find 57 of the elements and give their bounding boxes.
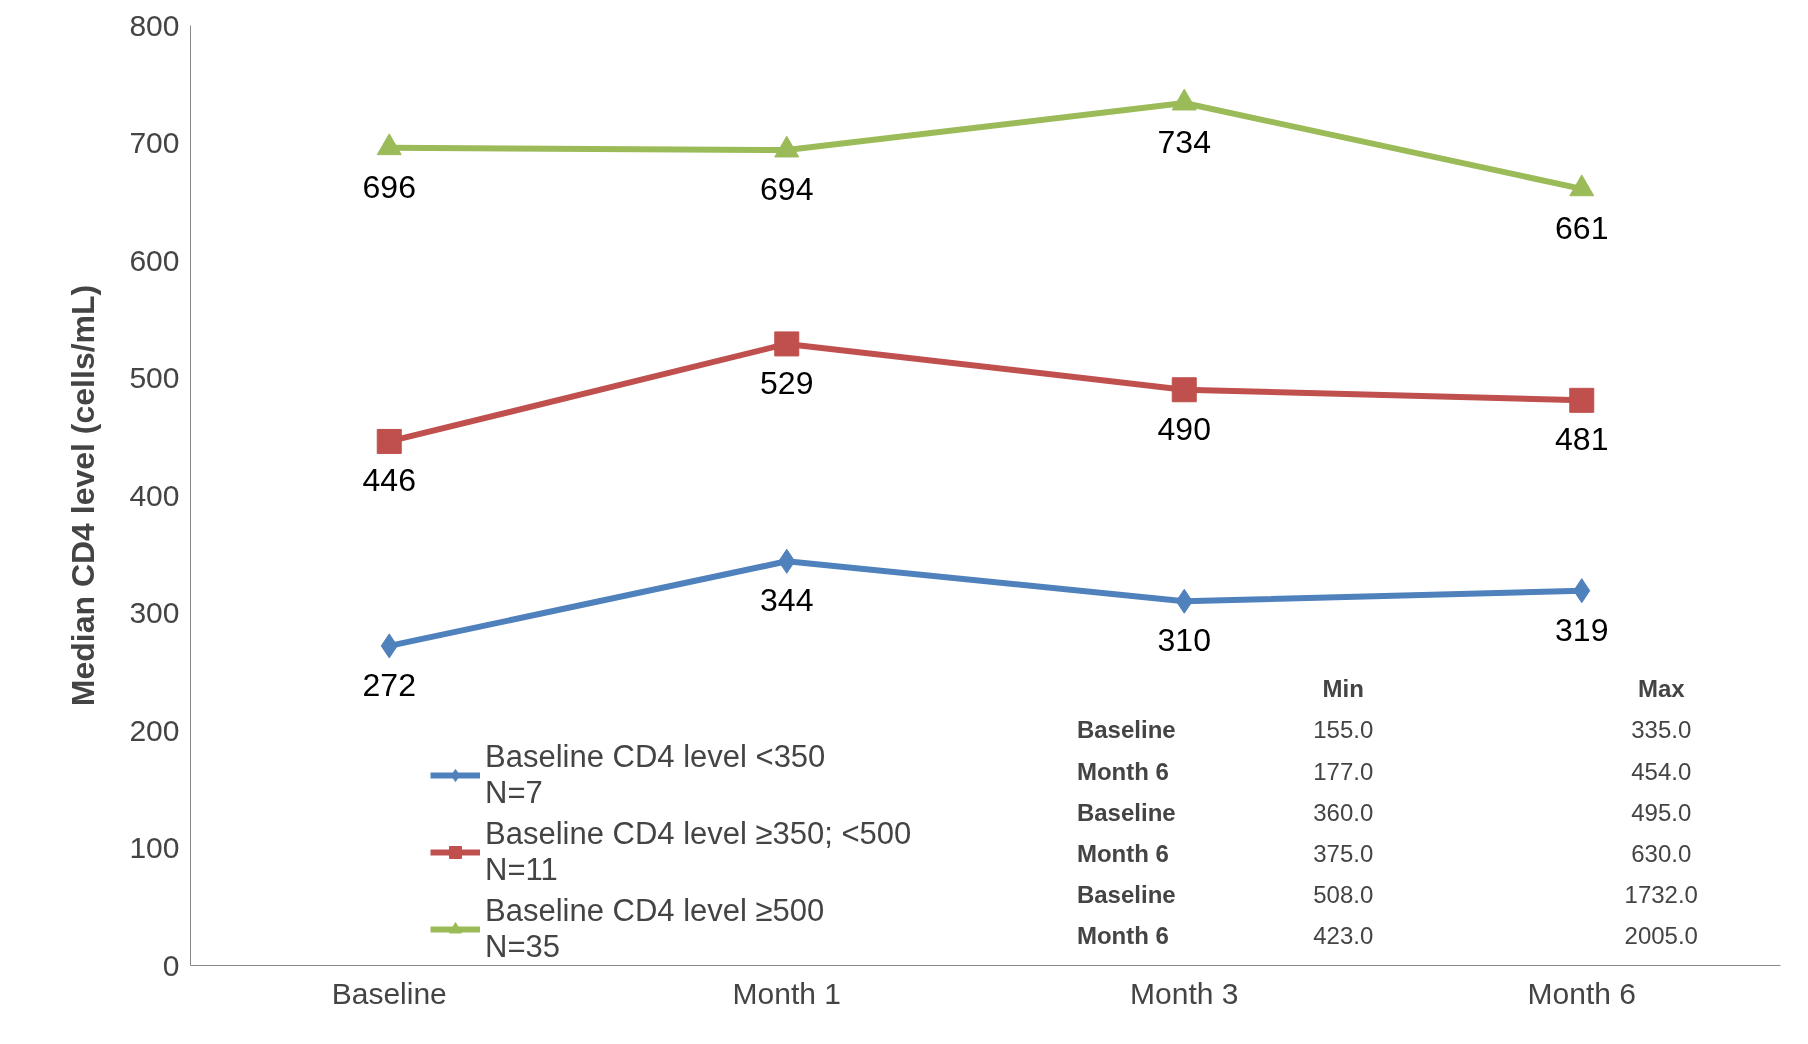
legend-label: Baseline CD4 level ≥500 N=35 (485, 893, 825, 965)
data-label: 446 (362, 462, 416, 499)
point (1569, 387, 1595, 413)
annotation: 508.0 (1313, 880, 1374, 908)
annotation: 495.0 (1631, 798, 1692, 826)
y-tick-label: 100 (129, 831, 180, 864)
point (1171, 377, 1197, 403)
data-label: 661 (1555, 209, 1609, 246)
annotation: Baseline (1076, 716, 1176, 744)
annotation: Month 6 (1076, 922, 1169, 950)
legend-label: Baseline CD4 level ≥350; <500 N=11 (485, 816, 912, 888)
point (376, 133, 402, 156)
annotation: 1732.0 (1624, 880, 1698, 908)
point (376, 428, 402, 454)
point (774, 135, 800, 158)
y-tick-label: 600 (129, 243, 180, 277)
annotation: 423.0 (1313, 922, 1374, 950)
y-tick-label: 300 (129, 596, 180, 629)
legend-label: Baseline CD4 level <350 N=7 (485, 739, 826, 811)
y-tick-label: 200 (129, 713, 180, 747)
point (774, 331, 800, 357)
annotation: 155.0 (1313, 716, 1374, 744)
data-label: 310 (1157, 622, 1211, 659)
annotation: 454.0 (1631, 757, 1692, 785)
y-tick-label: 700 (129, 126, 180, 159)
annotation: Baseline (1076, 880, 1176, 908)
annotation: Baseline (1076, 798, 1176, 826)
point (1569, 174, 1595, 197)
y-tick-label: 400 (129, 478, 180, 512)
data-label: 694 (760, 171, 814, 208)
x-tick-label: Month 3 (1130, 976, 1239, 1010)
x-tick-label: Month 1 (732, 976, 841, 1010)
annotation: 2005.0 (1624, 922, 1698, 950)
x-tick-label: Month 6 (1527, 976, 1636, 1010)
data-label: 490 (1157, 410, 1211, 447)
annotation: Max (1637, 675, 1686, 703)
annotation: Month 6 (1076, 839, 1169, 867)
annotation: 177.0 (1313, 757, 1374, 785)
data-label: 272 (362, 666, 416, 703)
annotation: 360.0 (1313, 798, 1374, 826)
data-label: 481 (1555, 421, 1609, 458)
point (1171, 88, 1197, 111)
data-label: 319 (1555, 611, 1609, 648)
annotation: 335.0 (1631, 716, 1692, 744)
y-axis-title: Median CD4 level (cells/mL) (65, 284, 102, 707)
y-tick-label: 800 (129, 8, 180, 42)
y-tick-label: 0 (162, 948, 180, 982)
y-tick-label: 500 (129, 361, 180, 394)
annotation: Min (1322, 675, 1364, 703)
annotation: 630.0 (1631, 839, 1692, 867)
data-label: 529 (760, 364, 814, 401)
annotation: 375.0 (1313, 839, 1374, 867)
data-label: 734 (1157, 124, 1211, 161)
data-label: 344 (760, 582, 814, 619)
annotation: Month 6 (1076, 757, 1169, 785)
x-tick-label: Baseline (331, 976, 447, 1010)
data-label: 696 (362, 168, 416, 205)
